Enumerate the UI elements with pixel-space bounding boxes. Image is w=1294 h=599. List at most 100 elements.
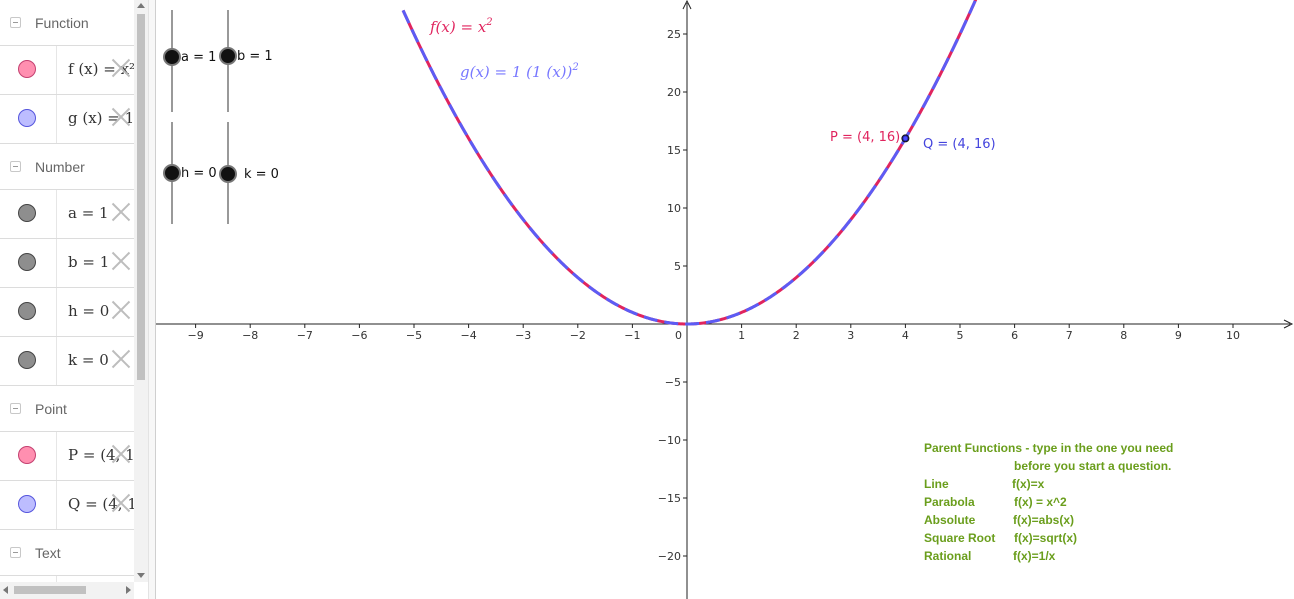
parent-item-formula: f(x)=1/x (1013, 549, 1056, 563)
scroll-thumb[interactable] (14, 586, 86, 594)
algebra-row-b[interactable]: b = 1 (0, 239, 134, 288)
algebra-row-h[interactable]: h = 0 (0, 288, 134, 337)
algebra-row-text[interactable] (0, 576, 134, 582)
definition-a[interactable]: a = 1 (68, 204, 109, 222)
y-tick-label: −5 (665, 376, 681, 389)
category-number[interactable]: Number (0, 144, 134, 190)
category-text[interactable]: Text (0, 530, 134, 576)
collapse-toggle-icon[interactable] (10, 161, 21, 172)
slider-handle[interactable] (219, 165, 237, 183)
x-axis-arrow-icon (1283, 319, 1294, 329)
slider-handle[interactable] (219, 47, 237, 65)
x-tick-label: 8 (1120, 329, 1127, 342)
y-tick-label: −15 (658, 492, 681, 505)
category-label: Point (35, 400, 67, 417)
parent-item-formula: f(x)=x (1012, 477, 1045, 491)
x-tick-label: 3 (847, 329, 854, 342)
algebra-row-Q[interactable]: Q = (4, 1 (0, 481, 134, 530)
delete-icon[interactable] (110, 106, 132, 128)
horizontal-scrollbar[interactable] (0, 582, 134, 599)
graph-canvas[interactable]: −9 −8 −7 −6 −5 −4 −3 −2 −1 1 2 3 4 5 6 7 8 9 10252015105−5… (156, 0, 1294, 599)
category-function[interactable]: Function (0, 0, 134, 46)
delete-icon[interactable] (110, 201, 132, 223)
delete-icon[interactable] (110, 492, 132, 514)
slider-handle[interactable] (163, 164, 181, 182)
parent-item-name: Absolute (924, 513, 976, 527)
view-divider[interactable] (148, 0, 156, 599)
delete-icon[interactable] (110, 57, 132, 79)
algebra-row-P[interactable]: P = (4, 1 (0, 432, 134, 481)
x-tick-label: −9 (187, 329, 203, 342)
g-label-exponent: 2 (571, 62, 578, 73)
scroll-left-icon[interactable] (3, 586, 8, 594)
x-tick-label: 1 (738, 329, 745, 342)
scroll-up-icon[interactable] (137, 3, 145, 8)
f-label-text: f(x) = x (429, 18, 487, 36)
axis-ticks: −9 −8 −7 −6 −5 −4 −3 −2 −1 1 2 3 4 5 6 7 8 9 10252015105−5… (187, 28, 1240, 563)
visibility-marble-icon[interactable] (18, 109, 36, 127)
x-tick-label: −2 (570, 329, 586, 342)
graphics-view[interactable]: −9 −8 −7 −6 −5 −4 −3 −2 −1 1 2 3 4 5 6 7 8 9 10 25 20 15 10 5 −5… (156, 0, 1294, 599)
x-tick-label: −5 (406, 329, 422, 342)
algebra-row-g[interactable]: g (x) = 1 (0, 95, 134, 144)
parent-functions-text[interactable]: Parent Functions - type in the one you n… (924, 441, 1173, 563)
f-curve-label[interactable]: f(x) = x2 (429, 17, 493, 36)
parent-functions-subtitle: before you start a question. (1014, 459, 1171, 473)
slider-a[interactable]: a = 1 (163, 10, 216, 112)
algebra-row-a[interactable]: a = 1 (0, 190, 134, 239)
x-tick-label: 2 (793, 329, 800, 342)
x-tick-label: −8 (242, 329, 258, 342)
parent-item-name: Square Root (924, 531, 995, 545)
x-tick-label: −3 (515, 329, 531, 342)
delete-icon[interactable] (110, 348, 132, 370)
g-curve (401, 0, 978, 326)
points (901, 134, 910, 143)
parent-item-formula: f(x)=sqrt(x) (1014, 531, 1077, 545)
collapse-toggle-icon[interactable] (10, 403, 21, 414)
scroll-right-icon[interactable] (126, 586, 131, 594)
delete-icon[interactable] (110, 299, 132, 321)
visibility-marble-icon[interactable] (18, 302, 36, 320)
parent-item-formula: f(x)=abs(x) (1013, 513, 1074, 527)
point-P-label[interactable]: P = (4, 16) (830, 130, 900, 145)
visibility-marble-icon[interactable] (18, 60, 36, 78)
definition-h[interactable]: h = 0 (68, 302, 110, 320)
x-tick-label: 5 (957, 329, 964, 342)
g-curve-label[interactable]: g(x) = 1 (1 (x))2 (460, 62, 579, 81)
slider-handle[interactable] (163, 48, 181, 66)
x-tick-label: −4 (460, 329, 476, 342)
slider-b[interactable]: b = 1 (219, 10, 273, 112)
visibility-marble-icon[interactable] (18, 204, 36, 222)
x-tick-label: 7 (1066, 329, 1073, 342)
vertical-scrollbar[interactable] (134, 0, 148, 582)
y-tick-label: 15 (667, 144, 681, 157)
definition-b[interactable]: b = 1 (68, 253, 110, 271)
visibility-marble-icon[interactable] (18, 351, 36, 369)
algebra-row-k[interactable]: k = 0 (0, 337, 134, 386)
category-point[interactable]: Point (0, 386, 134, 432)
delete-icon[interactable] (110, 443, 132, 465)
collapse-toggle-icon[interactable] (10, 17, 21, 28)
scroll-thumb[interactable] (137, 14, 145, 380)
slider-k[interactable]: k = 0 (219, 122, 279, 224)
visibility-marble-icon[interactable] (18, 253, 36, 271)
algebra-row-f[interactable]: f (x) = x² (0, 46, 134, 95)
visibility-marble-icon[interactable] (18, 446, 36, 464)
delete-icon[interactable] (110, 250, 132, 272)
curves (401, 0, 978, 326)
visibility-marble-icon[interactable] (18, 495, 36, 513)
category-label: Number (35, 158, 85, 175)
definition-k[interactable]: k = 0 (68, 351, 109, 369)
x-tick-label: −6 (351, 329, 367, 342)
y-tick-label: −10 (658, 434, 681, 447)
parent-item-name: Parabola (924, 495, 975, 509)
scroll-down-icon[interactable] (137, 573, 145, 578)
f-curve (401, 0, 978, 326)
slider-h[interactable]: h = 0 (163, 122, 217, 224)
collapse-toggle-icon[interactable] (10, 547, 21, 558)
parent-item-name: Rational (924, 549, 971, 563)
parent-item-formula: f(x) = x^2 (1014, 495, 1067, 509)
point-Q-label[interactable]: Q = (4, 16) (923, 137, 996, 152)
y-axis-arrow-icon (682, 0, 692, 10)
x-tick-label: −7 (297, 329, 313, 342)
